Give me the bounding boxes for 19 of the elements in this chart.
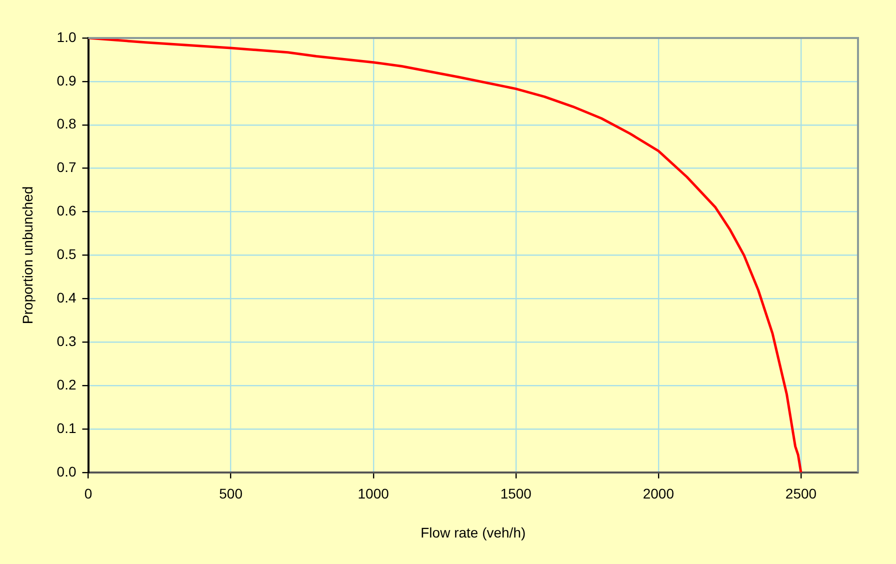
y-tick-label: 0.2	[56, 376, 76, 392]
y-tick-label: 0.0	[56, 463, 76, 480]
x-tick-label: 1500	[500, 486, 532, 502]
x-tick-label: 1000	[358, 486, 390, 502]
y-tick-label: 0.6	[56, 202, 76, 219]
y-tick-label: 0.3	[56, 332, 76, 349]
x-tick-label: 0	[84, 486, 92, 502]
y-tick-label: 0.1	[56, 420, 76, 436]
y-tick-label: 0.7	[56, 159, 76, 176]
y-tick-label: 0.4	[56, 290, 76, 306]
x-axis-title: Flow rate (veh/h)	[420, 524, 526, 540]
y-axis-title: Proportion unbunched	[19, 186, 36, 324]
y-tick-label: 1.0	[56, 28, 76, 45]
y-tick-label: 0.8	[56, 116, 76, 132]
y-tick-label: 0.5	[56, 246, 76, 262]
x-tick-label: 2500	[785, 486, 817, 502]
x-tick-label: 500	[219, 486, 243, 502]
y-tick-label: 0.9	[56, 72, 76, 88]
x-tick-label: 2000	[642, 486, 674, 502]
